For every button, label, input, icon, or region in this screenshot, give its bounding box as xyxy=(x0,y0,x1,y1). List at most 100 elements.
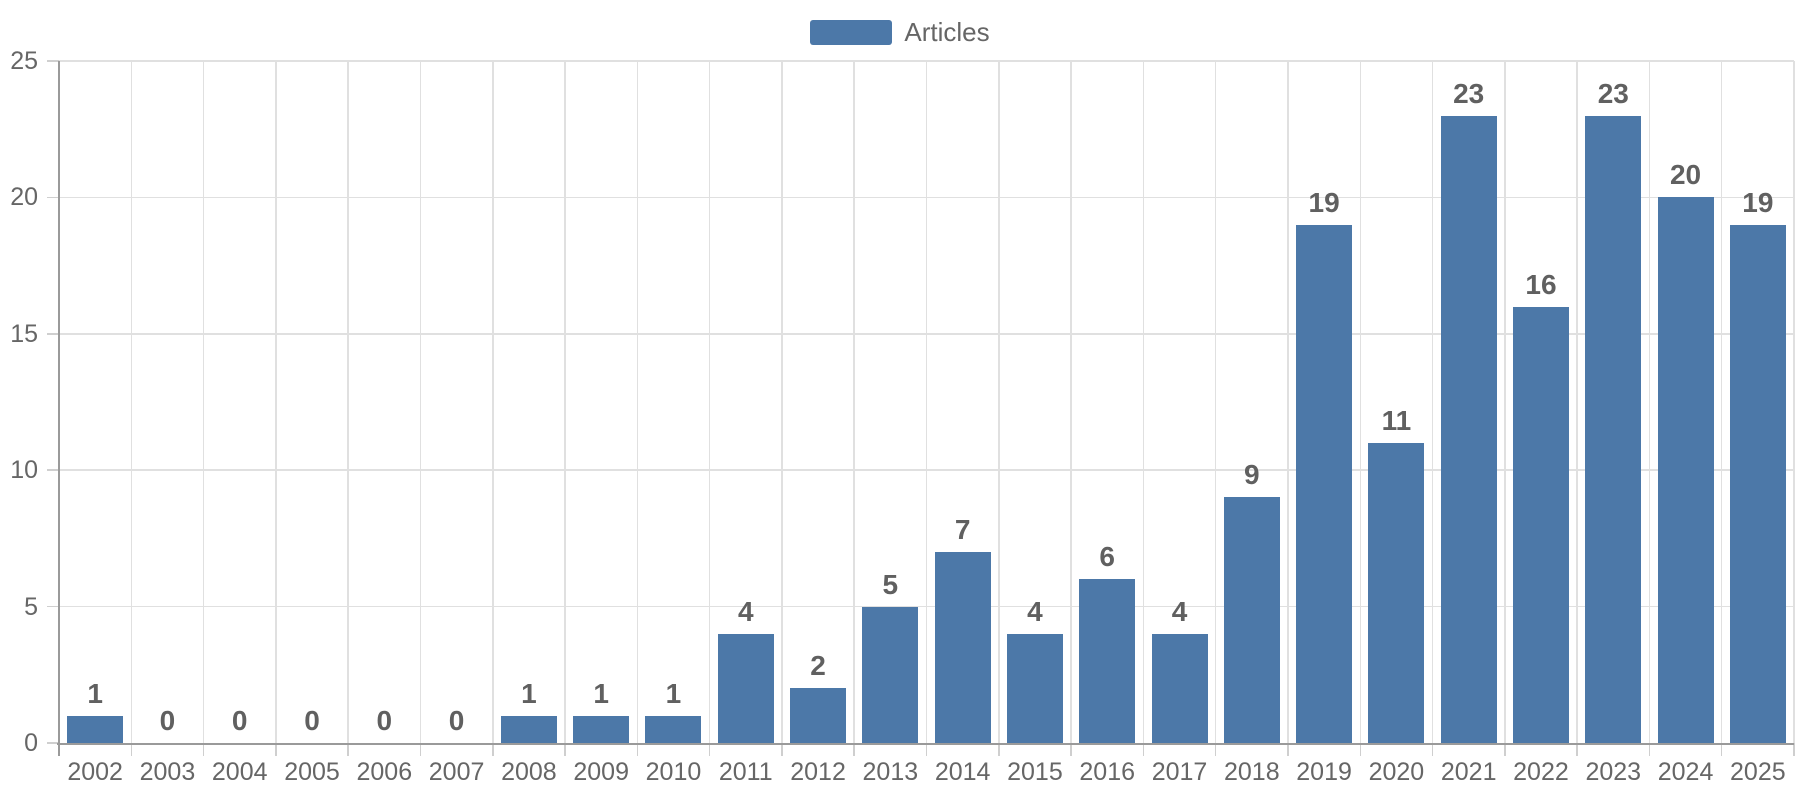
bar-2008[interactable] xyxy=(500,715,557,745)
bar-2017[interactable] xyxy=(1151,633,1208,745)
x-axis-label-2020: 2020 xyxy=(1368,758,1425,786)
bar-2020[interactable] xyxy=(1368,442,1425,745)
x-gridline-19 xyxy=(1431,61,1434,743)
bar-2015[interactable] xyxy=(1006,633,1063,745)
bar-2011[interactable] xyxy=(717,633,774,745)
bar-value-label-2023: 23 xyxy=(1597,77,1629,109)
x-tick-8 xyxy=(636,743,639,756)
bar-2016[interactable] xyxy=(1079,579,1136,745)
x-tick-5 xyxy=(419,743,422,756)
bar-value-label-2017: 4 xyxy=(1171,595,1188,627)
x-gridline-6 xyxy=(492,61,494,743)
bar-value-label-2022: 16 xyxy=(1525,268,1557,300)
bar-value-label-2009: 1 xyxy=(593,677,609,709)
x-axis-label-2023: 2023 xyxy=(1585,758,1642,786)
bar-value-label-2010: 1 xyxy=(665,677,682,709)
bar-value-label-2013: 5 xyxy=(882,568,899,600)
y-axis-label-20: 20 xyxy=(10,183,38,212)
bar-value-label-2012: 2 xyxy=(810,650,826,682)
x-tick-22 xyxy=(1648,743,1651,756)
x-axis-label-2025: 2025 xyxy=(1730,758,1786,786)
x-axis-label-2004: 2004 xyxy=(211,758,268,786)
x-gridline-12 xyxy=(925,61,928,743)
x-gridline-3 xyxy=(275,61,277,743)
x-gridline-24 xyxy=(1793,61,1795,743)
x-gridline-4 xyxy=(347,61,349,743)
x-axis-label-2017: 2017 xyxy=(1151,758,1208,786)
y-tick-20 xyxy=(47,196,59,199)
bar-2009[interactable] xyxy=(573,715,630,745)
y-tick-15 xyxy=(47,333,59,335)
x-axis-label-2002: 2002 xyxy=(67,758,123,786)
x-tick-6 xyxy=(492,743,494,756)
x-gridline-2 xyxy=(202,61,205,743)
x-tick-19 xyxy=(1431,743,1434,756)
x-axis-label-2010: 2010 xyxy=(645,758,702,786)
x-gridline-20 xyxy=(1504,61,1506,743)
bar-value-label-2005: 0 xyxy=(304,705,320,736)
x-tick-12 xyxy=(925,743,928,756)
x-gridline-14 xyxy=(1070,61,1072,743)
bar-value-label-2008: 1 xyxy=(521,677,537,709)
bar-value-label-2006: 0 xyxy=(376,705,393,736)
x-gridline-1 xyxy=(130,61,133,743)
bar-2014[interactable] xyxy=(934,552,991,745)
x-axis-label-2019: 2019 xyxy=(1296,758,1352,786)
bar-value-label-2011: 4 xyxy=(737,595,754,627)
bar-2025[interactable] xyxy=(1729,224,1786,745)
x-tick-15 xyxy=(1142,743,1145,756)
x-axis-label-2003: 2003 xyxy=(139,758,196,786)
x-axis-label-2021: 2021 xyxy=(1440,758,1497,786)
x-axis-label-2011: 2011 xyxy=(718,758,773,786)
x-tick-11 xyxy=(853,743,855,756)
x-tick-4 xyxy=(347,743,349,756)
x-gridline-9 xyxy=(708,61,711,743)
x-axis-line xyxy=(57,743,1794,745)
bar-2010[interactable] xyxy=(645,715,702,745)
bar-value-label-2025: 19 xyxy=(1742,186,1774,218)
x-axis-label-2013: 2013 xyxy=(862,758,919,786)
x-axis-label-2008: 2008 xyxy=(501,758,557,786)
x-gridline-18 xyxy=(1359,61,1361,743)
bar-2018[interactable] xyxy=(1223,497,1280,745)
bar-2012[interactable] xyxy=(790,688,847,745)
x-axis-label-2015: 2015 xyxy=(1007,758,1063,786)
x-gridline-8 xyxy=(636,61,639,743)
y-axis-label-10: 10 xyxy=(10,456,38,485)
bar-value-label-2014: 7 xyxy=(954,514,971,546)
x-tick-13 xyxy=(998,743,1000,756)
x-tick-2 xyxy=(202,743,205,756)
bar-2013[interactable] xyxy=(862,606,919,745)
bar-value-label-2003: 0 xyxy=(159,705,176,736)
x-axis-label-2006: 2006 xyxy=(356,758,413,786)
legend-item-articles[interactable]: Articles xyxy=(0,17,1800,47)
bar-value-label-2021: 23 xyxy=(1453,77,1485,109)
y-axis-line xyxy=(57,61,60,756)
y-tick-25 xyxy=(47,60,59,62)
y-tick-5 xyxy=(47,605,59,608)
bar-2022[interactable] xyxy=(1512,306,1569,745)
x-gridline-10 xyxy=(781,61,783,743)
bar-2023[interactable] xyxy=(1585,115,1642,745)
x-gridline-13 xyxy=(998,61,1000,743)
x-gridline-11 xyxy=(853,61,855,743)
bar-2002[interactable] xyxy=(67,715,124,745)
legend-label: Articles xyxy=(904,17,990,47)
x-tick-23 xyxy=(1720,743,1723,756)
x-tick-9 xyxy=(708,743,711,756)
bar-value-label-2019: 19 xyxy=(1308,186,1340,218)
x-tick-20 xyxy=(1504,743,1506,756)
bar-value-label-2007: 0 xyxy=(448,705,465,736)
bar-2021[interactable] xyxy=(1440,115,1497,745)
bar-value-label-2015: 4 xyxy=(1027,595,1043,627)
bar-2024[interactable] xyxy=(1657,197,1714,745)
bar-2019[interactable] xyxy=(1296,224,1353,745)
x-tick-17 xyxy=(1287,743,1289,756)
x-tick-16 xyxy=(1214,743,1217,756)
bar-value-label-2004: 0 xyxy=(231,705,248,736)
bar-value-label-2020: 11 xyxy=(1381,404,1412,436)
x-gridline-16 xyxy=(1214,61,1217,743)
x-tick-7 xyxy=(564,743,566,756)
